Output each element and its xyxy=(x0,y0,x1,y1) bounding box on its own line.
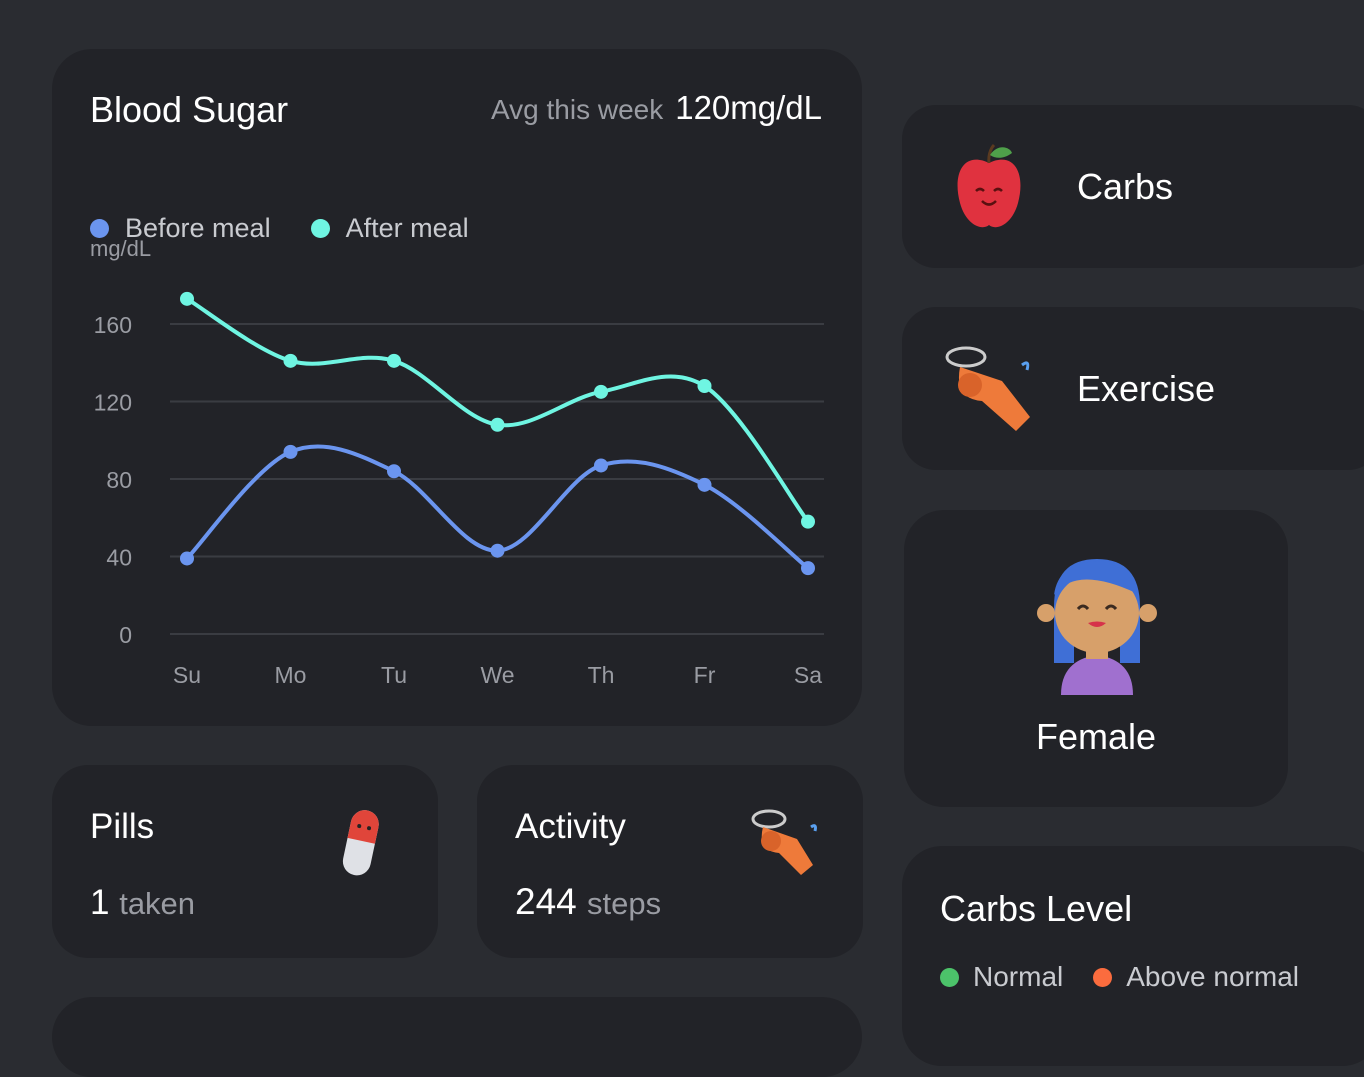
data-point xyxy=(283,353,298,368)
category-exercise[interactable]: Exercise xyxy=(902,307,1364,470)
category-carbs-label: Carbs xyxy=(1077,165,1174,207)
pills-count: 1 xyxy=(90,883,110,922)
data-point xyxy=(697,379,712,393)
y-tick-label: 0 xyxy=(119,622,132,648)
data-point xyxy=(180,291,194,306)
x-tick-label: We xyxy=(480,662,514,688)
carbs-level-title: Carbs Level xyxy=(940,888,1133,929)
activity-title: Activity xyxy=(515,807,626,846)
legend-above-normal: Above normal xyxy=(1126,961,1299,992)
whistle-icon xyxy=(945,346,1030,431)
activity-card[interactable]: Activity 244 steps xyxy=(477,765,863,958)
data-point xyxy=(801,561,815,576)
blood-sugar-card[interactable]: Blood Sugar Avg this week 120mg/dL Befor… xyxy=(52,49,862,726)
data-point xyxy=(594,384,608,399)
legend-after-meal: After meal xyxy=(345,213,469,243)
female-avatar-icon xyxy=(1037,559,1157,695)
data-point xyxy=(283,444,298,459)
data-point xyxy=(697,477,712,492)
y-tick-label: 40 xyxy=(106,545,132,571)
profile-card[interactable]: Female xyxy=(904,510,1288,807)
blood-sugar-title: Blood Sugar xyxy=(90,89,289,130)
y-tick-label: 80 xyxy=(106,467,132,493)
data-point xyxy=(387,353,401,368)
category-exercise-label: Exercise xyxy=(1077,367,1216,409)
y-tick-label: 160 xyxy=(94,312,132,338)
blood-sugar-chart: mg/dL 0 40 80 120 160 Su Mo Tu We Th Fr Sa xyxy=(90,236,824,688)
pills-title: Pills xyxy=(90,807,155,846)
x-tick-label: Th xyxy=(588,662,615,688)
data-point xyxy=(180,551,194,566)
data-point xyxy=(490,417,505,432)
chart-legend: Before meal After meal xyxy=(90,213,469,244)
y-axis-label: mg/dL xyxy=(90,236,151,261)
profile-label: Female xyxy=(1035,716,1157,757)
pill-icon xyxy=(342,810,379,876)
whistle-icon xyxy=(751,809,817,875)
x-tick-label: Fr xyxy=(694,662,716,688)
legend-before-meal: Before meal xyxy=(125,213,271,243)
carbs-level-card[interactable]: Carbs Level Normal Above normal xyxy=(902,846,1364,1066)
data-point xyxy=(801,514,815,529)
carbs-level-legend: Normal Above normal xyxy=(940,961,1299,993)
x-tick-label: Mo xyxy=(275,662,307,688)
pills-count-row: 1 taken xyxy=(90,883,195,923)
category-carbs[interactable]: Carbs xyxy=(902,105,1364,268)
y-tick-label: 120 xyxy=(94,390,132,416)
pills-card[interactable]: Pills 1 taken xyxy=(52,765,438,958)
above-normal-dot xyxy=(1093,967,1113,987)
after-meal-dot xyxy=(310,219,330,238)
data-point xyxy=(387,464,401,479)
avg-value: 120mg/dL xyxy=(675,89,822,126)
activity-count: 244 xyxy=(515,881,577,922)
activity-count-row: 244 steps xyxy=(515,881,661,923)
series-line-after-meal xyxy=(185,297,810,523)
data-point xyxy=(490,543,505,558)
x-tick-label: Su xyxy=(173,662,201,688)
legend-normal: Normal xyxy=(973,961,1064,992)
weekly-average: Avg this week 120mg/dL xyxy=(491,89,822,127)
data-point xyxy=(594,458,608,473)
bottom-card[interactable] xyxy=(52,997,862,1077)
avg-label: Avg this week xyxy=(490,94,664,125)
activity-unit: steps xyxy=(587,886,662,921)
x-tick-label: Sa xyxy=(794,662,822,688)
pills-unit: taken xyxy=(119,886,196,921)
apple-icon xyxy=(957,143,1021,228)
before-meal-dot xyxy=(90,219,109,238)
normal-dot xyxy=(940,967,959,987)
x-tick-label: Tu xyxy=(381,662,407,688)
